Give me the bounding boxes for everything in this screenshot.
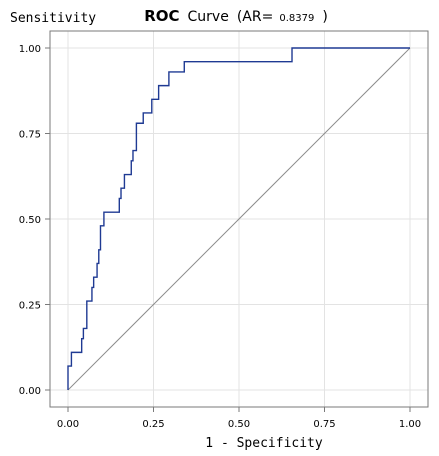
y-tick-label: 0.00 (19, 386, 41, 397)
chart-title-ar-prefix: (AR= (237, 9, 274, 25)
chart-title-main: ROC (144, 7, 179, 25)
series (67, 47, 411, 391)
y-tick-label: 1.00 (19, 44, 41, 55)
chart-title: ROC Curve (AR= 0.8379 ) (144, 7, 328, 25)
x-tick-label: 0.75 (313, 419, 335, 430)
x-tick-label: 0.00 (57, 419, 79, 430)
y-tick-label: 0.25 (19, 301, 41, 312)
y-tick-label: 0.50 (19, 215, 41, 226)
plot-frame (49, 30, 429, 408)
chart-title-ar-suffix: ) (322, 9, 327, 25)
x-tick-label: 1.00 (399, 419, 421, 430)
axis-ticks (45, 47, 411, 412)
chart-title-suffix: Curve (188, 9, 229, 25)
y-tick-label: 0.75 (19, 130, 41, 141)
y-axis-label: Sensitivity (10, 11, 96, 26)
reference-diagonal-line (67, 47, 411, 391)
x-tick-label: 0.50 (228, 419, 250, 430)
y-tick-labels: 0.00 0.25 0.50 0.75 1.00 (19, 44, 41, 397)
roc-curve-line (67, 47, 410, 390)
chart-title-ar-value: 0.8379 (279, 13, 314, 24)
x-tick-labels: 0.00 0.25 0.50 0.75 1.00 (57, 419, 421, 430)
x-axis-label: 1 - Specificity (205, 436, 323, 451)
x-tick-label: 0.25 (142, 419, 164, 430)
